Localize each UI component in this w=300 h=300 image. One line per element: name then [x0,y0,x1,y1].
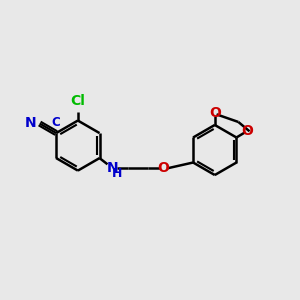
Text: O: O [209,106,221,120]
Text: Cl: Cl [70,94,85,108]
Text: C: C [51,116,60,129]
Text: H: H [111,167,122,180]
Text: O: O [158,161,169,176]
Text: O: O [241,124,253,138]
Text: N: N [107,161,118,176]
Text: N: N [25,116,36,130]
